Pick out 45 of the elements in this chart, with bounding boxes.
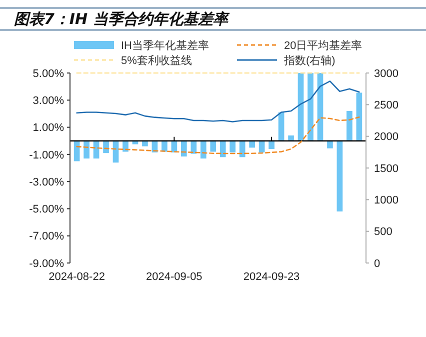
bar [230,140,236,152]
x-tick-label: 2024-08-22 [48,271,105,283]
x-tick-label: 2024-09-05 [146,271,202,283]
chart-title: 图表7：IH 当季合约年化基差率 [14,10,230,28]
line-series [76,116,360,154]
y-tick-label: 5.00% [32,68,64,80]
y2-tick-label: 1500 [374,162,398,175]
y2-tick-label: 500 [374,226,392,238]
bar [181,140,187,156]
y-tick-label: 3.00% [32,94,64,107]
bar [239,140,246,158]
y2-tick-label: 0 [374,258,380,270]
bar [142,140,148,146]
legend-label: IH当季年化基差率 [121,39,209,52]
bar [84,140,90,158]
bar [327,140,333,148]
x-tick-label: 2024-09-23 [243,271,300,283]
y2-tick-label: 2500 [374,100,398,112]
legend-label: 指数(右轴) [283,54,336,67]
bar [356,92,362,141]
y-tick-label: -5.00% [29,204,64,216]
bar [288,135,294,141]
y-tick-label: -9.00% [29,258,64,270]
bar [298,73,304,141]
legend-label: 20日平均基差率 [284,39,362,52]
y-tick-label: -3.00% [29,176,64,188]
bar [249,140,255,148]
bar [278,112,284,141]
line-series [76,80,360,122]
y2-tick-label: 2000 [374,131,398,144]
y2-tick-label: 3000 [374,68,398,80]
bar [200,140,206,158]
y-tick-label: -7.00% [29,230,64,243]
bar [258,140,265,152]
bar [210,140,216,152]
legend-label: 5%套利收益线 [121,54,192,67]
bar [346,111,352,141]
y-tick-label: 1.00% [32,122,64,134]
bar [190,140,197,154]
bar [268,140,274,149]
y2-tick-label: 1000 [374,194,398,207]
bar [220,140,226,158]
y-tick-label: -1.00% [29,149,64,162]
bar [308,73,314,141]
bar [336,140,343,212]
